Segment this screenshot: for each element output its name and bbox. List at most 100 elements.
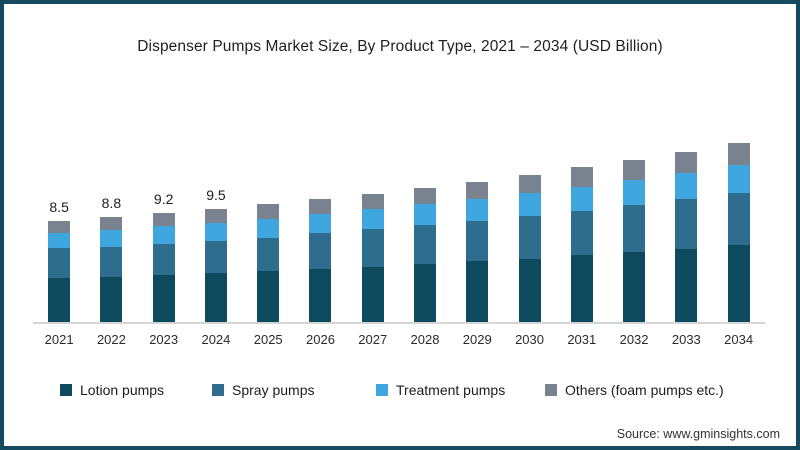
- legend-item-spray-pumps: Spray pumps: [212, 380, 314, 400]
- bar-segment-treatment-pumps: [570, 187, 593, 211]
- bar-segment-spray-pumps: [466, 220, 489, 262]
- bar-segment-lotion-pumps: [309, 269, 332, 322]
- bar-group-2026: [294, 94, 346, 322]
- bar-segment-lotion-pumps: [204, 273, 227, 322]
- bar-segment-lotion-pumps: [727, 245, 750, 322]
- bar-group-2031: [556, 94, 608, 322]
- bar-segment-treatment-pumps: [623, 180, 646, 206]
- bar-segment-treatment-pumps: [257, 219, 280, 238]
- bar-group-2027: [347, 94, 399, 322]
- bar-segment-others-foam-pumps-etc: [152, 212, 175, 227]
- bar-segment-lotion-pumps: [466, 261, 489, 322]
- bar-group-2022: 8.8: [85, 94, 137, 322]
- bar-segment-spray-pumps: [413, 225, 436, 265]
- bar-segment-others-foam-pumps-etc: [100, 217, 123, 231]
- bar-stack: [257, 204, 280, 322]
- bar-segment-others-foam-pumps-etc: [518, 174, 541, 193]
- bar-segment-spray-pumps: [48, 248, 71, 278]
- bar-segment-lotion-pumps: [48, 278, 71, 322]
- bar-segment-lotion-pumps: [413, 264, 436, 322]
- bar-segment-treatment-pumps: [518, 192, 541, 217]
- bar-value-label: 9.2: [153, 190, 174, 207]
- bar-segment-spray-pumps: [361, 229, 384, 267]
- bars-row: 8.5 8.8 9.2 9.5: [33, 94, 765, 322]
- bar-value-label: 8.8: [101, 195, 122, 212]
- bar-segment-lotion-pumps: [570, 255, 593, 322]
- bar-stack: [570, 167, 593, 322]
- x-tick-label-2034: 2034: [724, 332, 754, 347]
- bar-segment-lotion-pumps: [675, 248, 698, 322]
- bar-value-label: 9.5: [206, 186, 226, 203]
- bar-segment-spray-pumps: [204, 240, 227, 274]
- bar-stack: [152, 212, 175, 322]
- bar-segment-spray-pumps: [727, 193, 750, 246]
- bar-segment-spray-pumps: [623, 205, 646, 253]
- legend-item-others-foam-pumps-etc: Others (foam pumps etc.): [545, 380, 724, 400]
- bar-segment-spray-pumps: [675, 199, 698, 249]
- bar-segment-treatment-pumps: [100, 230, 123, 247]
- bar-stack: [100, 217, 123, 322]
- bar-segment-others-foam-pumps-etc: [623, 160, 646, 181]
- bar-stack: [518, 174, 541, 322]
- bar-group-2024: 9.5: [190, 94, 242, 322]
- bar-segment-others-foam-pumps-etc: [675, 151, 698, 174]
- bar-stack: [413, 187, 436, 322]
- bar-segment-spray-pumps: [257, 237, 280, 272]
- x-tick-label-2026: 2026: [306, 332, 335, 347]
- bar-segment-others-foam-pumps-etc: [309, 199, 332, 215]
- bar-group-2021: 8.5: [33, 94, 85, 322]
- x-tick-label-2023: 2023: [149, 332, 179, 347]
- x-tick-label-2022: 2022: [96, 332, 126, 347]
- x-axis-line: [33, 322, 765, 324]
- bar-stack: [48, 220, 71, 322]
- legend-swatch-icon: [545, 384, 557, 396]
- bar-group-2032: [608, 94, 660, 322]
- bar-segment-treatment-pumps: [466, 198, 489, 221]
- bar-segment-others-foam-pumps-etc: [466, 181, 489, 199]
- bar-group-2028: [399, 94, 451, 322]
- bar-segment-treatment-pumps: [675, 173, 698, 200]
- bar-segment-treatment-pumps: [309, 214, 332, 234]
- chart-title: Dispenser Pumps Market Size, By Product …: [137, 38, 663, 55]
- bar-segment-lotion-pumps: [257, 271, 280, 322]
- x-tick-label-2028: 2028: [410, 332, 440, 347]
- legend-item-lotion-pumps: Lotion pumps: [60, 380, 164, 400]
- bar-segment-others-foam-pumps-etc: [48, 220, 71, 233]
- legend-label: Others (foam pumps etc.): [565, 382, 724, 398]
- bar-segment-treatment-pumps: [413, 204, 436, 226]
- bar-segment-spray-pumps: [100, 246, 123, 277]
- x-tick-label-2021: 2021: [44, 332, 74, 347]
- bar-segment-spray-pumps: [518, 216, 541, 259]
- bar-segment-others-foam-pumps-etc: [204, 208, 227, 223]
- bar-segment-lotion-pumps: [100, 276, 123, 322]
- bar-segment-lotion-pumps: [361, 266, 384, 322]
- bar-segment-lotion-pumps: [152, 275, 175, 322]
- legend-swatch-icon: [60, 384, 72, 396]
- bar-segment-spray-pumps: [152, 243, 175, 275]
- bar-segment-others-foam-pumps-etc: [413, 187, 436, 205]
- legend-row: Lotion pumps Spray pumps Treatment pumps Ot…: [4, 380, 800, 400]
- bar-segment-others-foam-pumps-etc: [570, 167, 593, 188]
- x-tick-label-2033: 2033: [671, 332, 701, 347]
- bar-segment-treatment-pumps: [727, 165, 750, 194]
- bar-group-2034: [712, 94, 764, 322]
- bar-group-2025: [242, 94, 294, 322]
- x-tick-label-2025: 2025: [253, 332, 283, 347]
- bar-segment-treatment-pumps: [361, 209, 384, 230]
- bar-segment-treatment-pumps: [152, 226, 175, 244]
- bar-segment-treatment-pumps: [48, 232, 71, 249]
- x-tick-label-2027: 2027: [358, 332, 388, 347]
- bar-stack: [623, 160, 646, 322]
- x-tick-label-2032: 2032: [619, 332, 649, 347]
- bar-stack: [361, 193, 384, 322]
- source-note: Source: www.gminsights.com: [616, 427, 780, 441]
- bar-stack: [204, 208, 227, 322]
- bar-segment-spray-pumps: [309, 233, 332, 269]
- bar-segment-others-foam-pumps-etc: [361, 193, 384, 210]
- legend-label: Lotion pumps: [80, 382, 165, 398]
- x-tick-label-2029: 2029: [462, 332, 492, 347]
- bar-segment-spray-pumps: [570, 210, 593, 256]
- legend-label: Treatment pumps: [396, 382, 506, 398]
- bar-segment-others-foam-pumps-etc: [727, 143, 750, 166]
- legend-item-treatment-pumps: Treatment pumps: [376, 380, 505, 400]
